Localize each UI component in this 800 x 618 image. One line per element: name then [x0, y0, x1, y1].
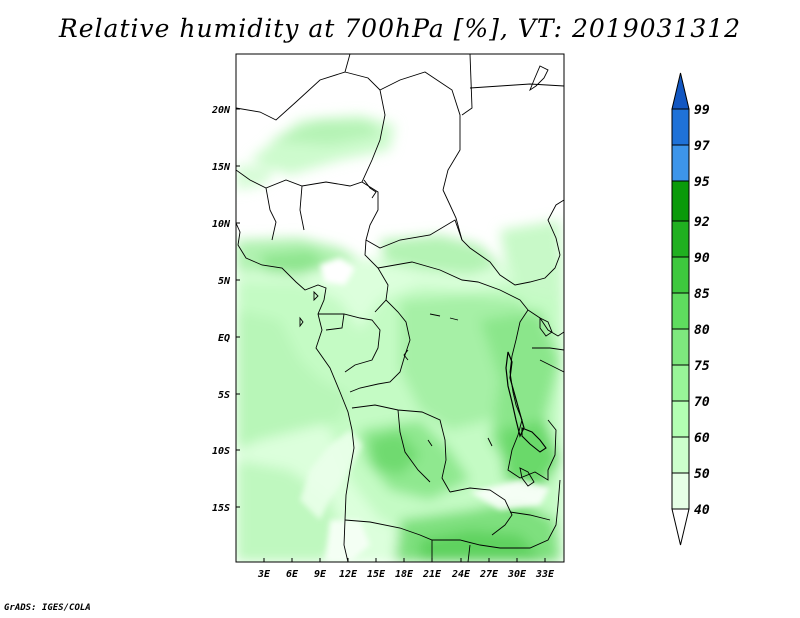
colorbar-label: 97 — [694, 139, 710, 154]
lat-tick-label: EQ — [218, 333, 230, 344]
colorbar-label: 80 — [694, 323, 710, 338]
colorbar-cell — [671, 436, 690, 474]
colorbar — [671, 72, 690, 546]
lon-tick-label: 9E — [314, 569, 327, 580]
chart-title: Relative humidity at 700hPa [%], VT: 201… — [58, 14, 742, 43]
lon-tick-label: 6E — [286, 569, 299, 580]
colorbar-cell — [671, 108, 690, 146]
colorbar-cell — [671, 472, 690, 510]
lat-tick-label: 5N — [218, 276, 231, 287]
lat-ticks — [236, 108, 240, 508]
colorbar-cell — [671, 364, 690, 402]
colorbar-label: 50 — [694, 467, 710, 482]
lat-tick-label: 10N — [212, 219, 231, 230]
lon-tick-label: 21E — [422, 569, 442, 580]
lat-tick-label: 5S — [218, 390, 230, 401]
colorbar-cell — [671, 220, 690, 258]
lon-tick-label: 27E — [479, 569, 499, 580]
colorbar-label: 40 — [694, 503, 710, 518]
lat-tick-label: 20N — [211, 105, 231, 116]
lon-tick-label: 18E — [395, 569, 414, 580]
colorbar-cell — [671, 400, 690, 438]
colorbar-label: 85 — [694, 287, 710, 302]
colorbar-label: 92 — [694, 215, 710, 230]
lat-tick-label: 15N — [212, 162, 231, 173]
credit-footer: GrADS: IGES/COLA — [4, 603, 91, 613]
lon-tick-label: 24E — [451, 569, 471, 580]
colorbar-label: 60 — [694, 431, 710, 446]
colorbar-label: 75 — [694, 359, 710, 374]
colorbar-cell — [671, 144, 690, 182]
map-frame — [235, 53, 565, 563]
lon-tick-label: 12E — [339, 569, 358, 580]
colorbar-cell — [671, 72, 690, 110]
lon-tick-label: 30E — [507, 569, 527, 580]
lon-tick-label: 3E — [257, 569, 271, 580]
colorbar-cell — [671, 508, 690, 546]
colorbar-label: 90 — [694, 251, 710, 266]
lon-tick-label: 33E — [535, 569, 555, 580]
lon-tick-label: 15E — [367, 569, 386, 580]
colorbar-label: 70 — [694, 395, 710, 410]
colorbar-cell — [671, 180, 690, 222]
lat-tick-label: 15S — [212, 503, 230, 514]
colorbar-label: 95 — [694, 175, 710, 190]
colorbar-cell — [671, 292, 690, 330]
colorbar-cell — [671, 328, 690, 366]
country-borders — [236, 54, 564, 562]
colorbar-label: 99 — [694, 103, 710, 118]
lat-tick-label: 10S — [212, 446, 230, 457]
humidity-field — [236, 54, 564, 562]
lon-ticks — [263, 558, 546, 562]
colorbar-cell — [671, 256, 690, 294]
